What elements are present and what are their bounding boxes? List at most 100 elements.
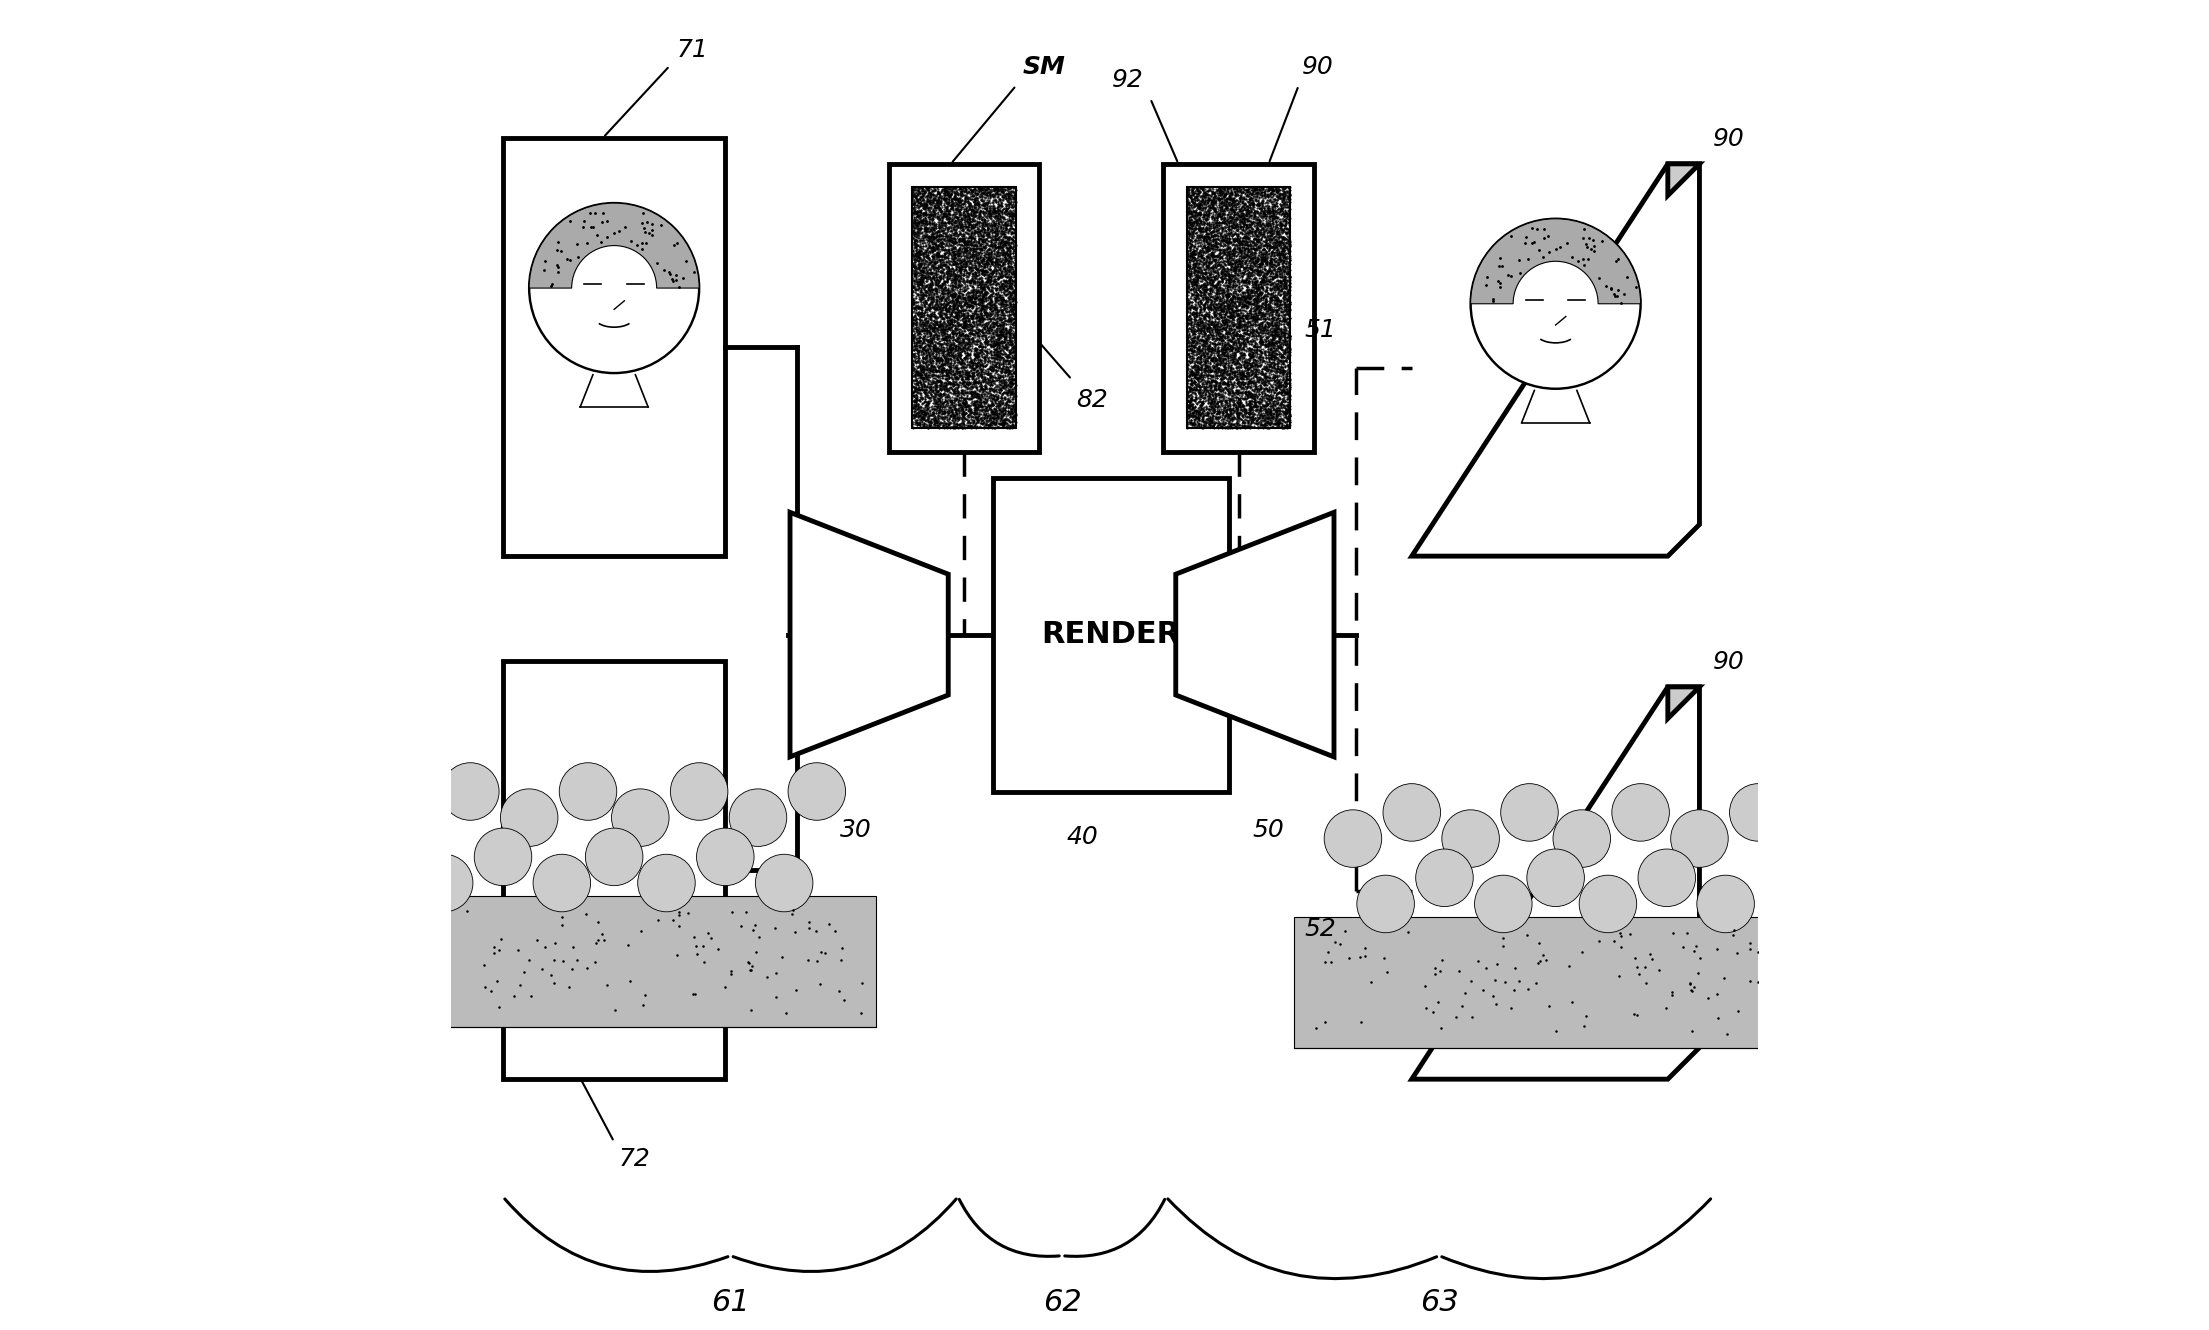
Point — [921, 192, 956, 213]
Point — [1211, 246, 1246, 267]
Point — [908, 289, 943, 310]
Point — [934, 416, 970, 438]
Point — [895, 398, 930, 419]
Point — [974, 415, 1010, 436]
Point — [1177, 309, 1213, 330]
Point — [1184, 231, 1219, 253]
Point — [1264, 298, 1299, 319]
Point — [1241, 295, 1277, 317]
Point — [954, 410, 990, 431]
Point — [1266, 287, 1301, 309]
Point — [1208, 198, 1244, 219]
Point — [948, 402, 983, 423]
Point — [915, 241, 950, 262]
Point — [1224, 367, 1259, 388]
Point — [919, 319, 954, 340]
Point — [979, 344, 1014, 366]
Point — [983, 201, 1018, 222]
Point — [1177, 286, 1213, 307]
Point — [979, 344, 1014, 366]
Point — [939, 275, 974, 297]
Point — [1206, 219, 1241, 241]
Point — [1248, 399, 1283, 420]
Point — [934, 210, 970, 231]
Point — [1255, 269, 1290, 290]
Point — [908, 210, 943, 231]
Point — [1219, 388, 1255, 410]
Point — [1270, 346, 1306, 367]
Point — [1268, 289, 1303, 310]
Point — [1272, 299, 1308, 321]
Point — [965, 261, 1001, 282]
Point — [917, 180, 952, 201]
Point — [979, 289, 1014, 310]
Point — [1177, 250, 1213, 271]
Point — [1195, 181, 1230, 202]
Point — [1191, 392, 1226, 414]
Point — [928, 350, 963, 371]
Point — [1191, 229, 1226, 250]
Point — [990, 257, 1025, 278]
Point — [948, 310, 983, 331]
Point — [972, 338, 1007, 359]
Point — [948, 192, 983, 213]
Point — [1186, 283, 1222, 305]
Point — [950, 376, 985, 398]
Point — [923, 267, 959, 289]
Point — [1226, 282, 1261, 303]
Point — [1191, 265, 1226, 286]
Point — [1175, 323, 1211, 344]
Point — [1248, 358, 1283, 379]
Point — [1202, 334, 1237, 355]
Point — [974, 222, 1010, 243]
Point — [970, 400, 1005, 422]
Point — [954, 275, 990, 297]
Point — [939, 295, 974, 317]
Point — [919, 265, 954, 286]
Point — [1215, 302, 1250, 323]
Point — [897, 386, 932, 407]
Point — [921, 339, 956, 360]
Point — [1237, 246, 1272, 267]
Point — [994, 370, 1029, 391]
Point — [1175, 340, 1211, 362]
Point — [915, 201, 950, 222]
Point — [950, 246, 985, 267]
Point — [1270, 237, 1306, 258]
Point — [994, 342, 1029, 363]
Point — [976, 253, 1012, 274]
Point — [937, 186, 972, 207]
Point — [1184, 363, 1219, 384]
Point — [1241, 282, 1277, 303]
Point — [979, 412, 1014, 434]
Point — [983, 414, 1018, 435]
Point — [1171, 398, 1206, 419]
Point — [1184, 213, 1219, 234]
Point — [1259, 214, 1294, 235]
Point — [899, 384, 934, 406]
Point — [908, 241, 943, 262]
Point — [994, 309, 1029, 330]
Point — [921, 315, 956, 336]
Point — [939, 198, 974, 219]
Point — [1235, 416, 1270, 438]
Point — [1204, 384, 1239, 406]
Point — [1226, 336, 1261, 358]
Point — [1195, 215, 1230, 237]
Point — [961, 231, 996, 253]
Point — [1171, 309, 1206, 330]
Point — [941, 217, 976, 238]
Point — [1226, 230, 1261, 251]
Point — [954, 363, 990, 384]
Point — [1266, 402, 1301, 423]
Point — [899, 350, 934, 371]
Point — [968, 400, 1003, 422]
Point — [974, 214, 1010, 235]
Point — [968, 318, 1003, 339]
Point — [959, 298, 994, 319]
Point — [906, 247, 941, 269]
Point — [1235, 277, 1270, 298]
Point — [1222, 332, 1257, 354]
Point — [1253, 178, 1288, 199]
Point — [926, 307, 961, 329]
